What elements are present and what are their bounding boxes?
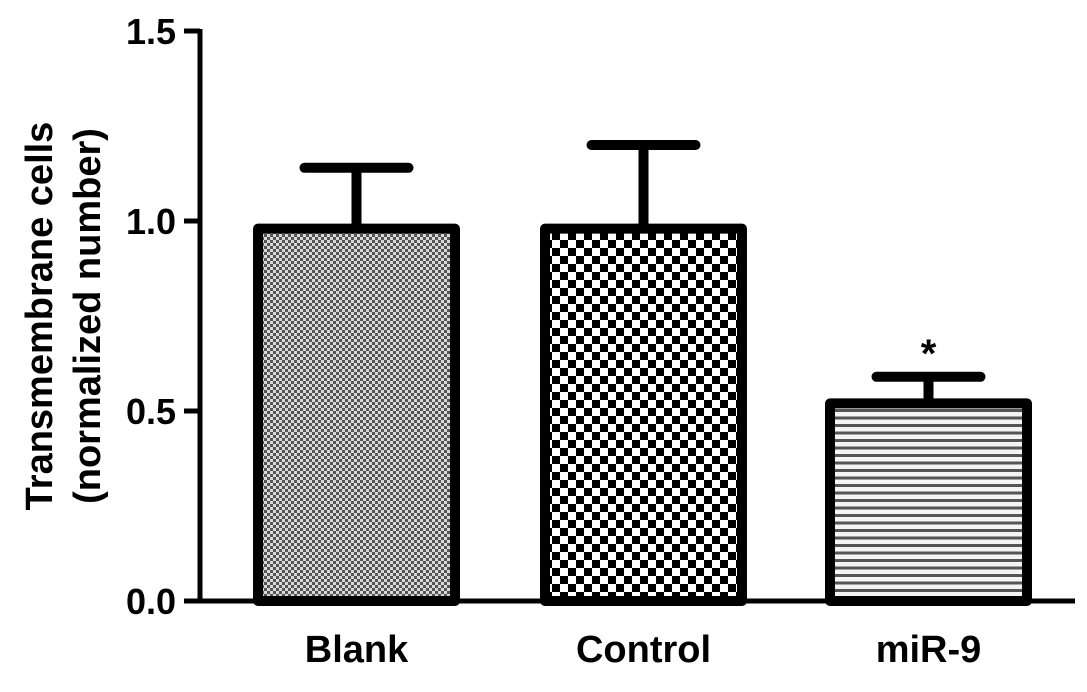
y-tick-label: 1.5: [126, 11, 176, 52]
bar-control: [540, 223, 747, 606]
y-tick-label: 0.5: [126, 391, 176, 432]
bar-blank: [253, 223, 460, 606]
x-tick-label: Control: [576, 629, 711, 671]
y-axis-label: Transmembrane cells: [19, 122, 61, 511]
significance-marker: *: [921, 332, 937, 376]
bar-mir-9: [825, 398, 1032, 606]
labels: 0.0 0.5 1.0 1.5 Blank Control miR-9 * Transmembr…: [19, 11, 981, 671]
y-axis-label: (normalized number): [67, 128, 109, 504]
bars: [253, 140, 1032, 606]
x-tick-label: miR-9: [876, 629, 982, 671]
x-tick-label: Blank: [305, 629, 409, 671]
y-tick-label: 0.0: [126, 581, 176, 622]
y-tick-label: 1.0: [126, 201, 176, 242]
